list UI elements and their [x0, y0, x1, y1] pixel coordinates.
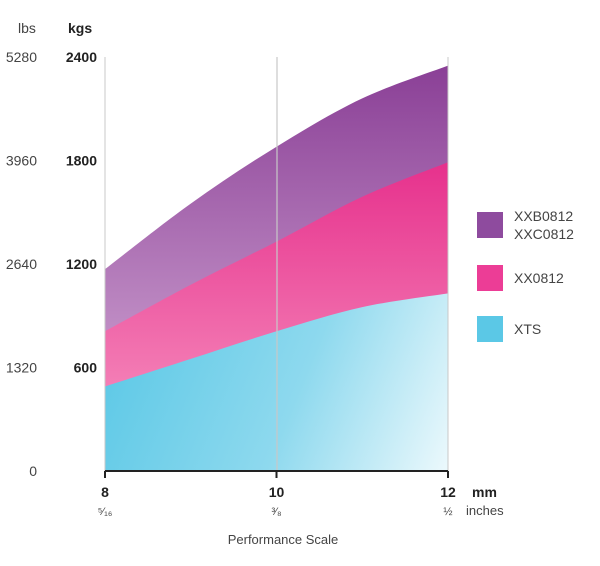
legend-swatch-xxb0812-xxc0812 — [477, 212, 503, 238]
legend-label-xxb0812-xxc0812-0: XXB0812 — [514, 208, 573, 224]
x-unit-mm: mm — [472, 484, 497, 500]
legend-swatch-xts — [477, 316, 503, 342]
y-tick-kgs-3: 1800 — [66, 153, 97, 169]
y-tick-lbs-2: 2640 — [6, 256, 37, 272]
x-axis-title: Performance Scale — [228, 532, 339, 547]
y-tick-kgs-4: 2400 — [66, 49, 97, 65]
x-unit-inches: inches — [466, 503, 504, 518]
x-tick-sub-1: ³⁄₈ — [271, 506, 281, 518]
legend-label-xx0812: XX0812 — [514, 270, 564, 286]
legend-label-xts: XTS — [514, 321, 541, 337]
x-tick-sub-0: ⁵⁄₁₆ — [98, 506, 113, 518]
legend-swatch-xx0812 — [477, 265, 503, 291]
x-tick-2: 12 — [440, 484, 456, 500]
x-tick-sub-2: ½ — [443, 506, 452, 518]
y-tick-kgs-2: 1200 — [66, 256, 97, 272]
y-tick-lbs-3: 3960 — [6, 153, 37, 169]
y-tick-lbs-0: 0 — [29, 463, 37, 479]
y-tick-kgs-1: 600 — [74, 360, 98, 376]
y-unit-kgs: kgs — [68, 20, 92, 36]
legend-label-xxb0812-xxc0812-1: XXC0812 — [514, 226, 574, 242]
x-tick-0: 8 — [101, 484, 109, 500]
x-tick-1: 10 — [269, 484, 285, 500]
legend: XXB0812 XXC0812 XX0812 XTS — [477, 208, 574, 342]
y-unit-lbs: lbs — [18, 20, 36, 36]
y-tick-lbs-1: 1320 — [6, 360, 37, 376]
y-tick-lbs-4: 5280 — [6, 49, 37, 65]
